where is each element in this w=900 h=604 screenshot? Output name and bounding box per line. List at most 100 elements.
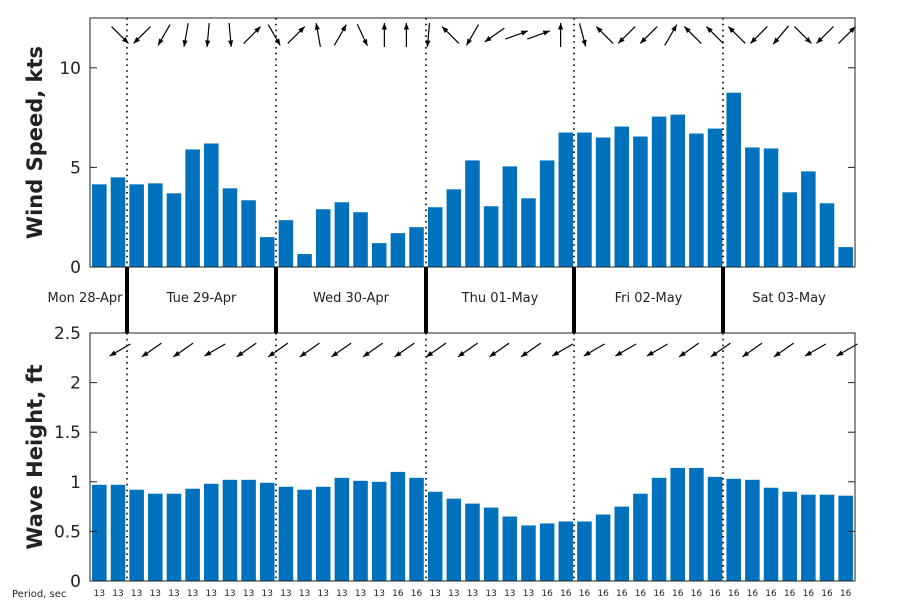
- wind-bar-25: [558, 132, 574, 267]
- wind-bar-34: [726, 92, 741, 267]
- period-value-16: 16: [392, 589, 404, 599]
- wave-bar-30: [651, 477, 667, 581]
- day-label-4: Fri 02-May: [615, 291, 683, 306]
- arrow-head: [204, 350, 212, 356]
- wind-direction-arrow-32: [816, 26, 834, 44]
- period-value-13: 13: [336, 589, 347, 599]
- wind-direction-arrow-21: [578, 23, 587, 47]
- period-value-3: 13: [150, 589, 161, 599]
- wave-ytick-label-2: 1: [70, 473, 81, 493]
- wave-ytick-label-3: 1.5: [54, 423, 81, 443]
- arrow-head: [583, 350, 591, 356]
- day-label-3: Thu 01-May: [461, 291, 539, 306]
- wave-direction-arrow-6: [299, 342, 320, 358]
- arrow-head: [558, 23, 564, 30]
- wave-bar-7: [222, 479, 238, 581]
- period-label: Period, sec: [12, 589, 66, 600]
- period-value-23: 13: [523, 589, 534, 599]
- period-value-5: 13: [187, 589, 198, 599]
- arrow-head: [403, 23, 409, 30]
- arrow-head: [205, 40, 211, 47]
- wind-direction-arrow-25: [664, 24, 678, 46]
- period-value-12: 13: [318, 589, 329, 599]
- wind-direction-arrow-16: [465, 24, 480, 46]
- wave-ytick-label-4: 2: [70, 374, 81, 394]
- wave-direction-arrow-17: [646, 343, 669, 357]
- arrow-head: [742, 351, 750, 357]
- arrow-head: [679, 351, 686, 357]
- arrow-head: [706, 26, 713, 33]
- wave-ytick-label-0: 0: [70, 572, 81, 592]
- wind-bar-18: [427, 207, 443, 267]
- wind-direction-arrow-14: [425, 22, 431, 48]
- arrow-head: [671, 24, 677, 32]
- wave-direction-arrow-14: [551, 343, 574, 357]
- wave-bar-1: [110, 484, 126, 581]
- wind-ytick-label-2: 10: [59, 59, 81, 79]
- wind-bar-8: [241, 200, 256, 267]
- period-value-32: 16: [691, 589, 703, 599]
- wave-bar-31: [670, 467, 686, 581]
- arrow-head: [804, 350, 812, 356]
- arrow-head: [298, 26, 305, 33]
- wind-bar-40: [838, 247, 853, 267]
- wave-direction-arrow-4: [236, 342, 257, 358]
- wind-bar-30: [651, 116, 667, 267]
- wave-bar-13: [334, 477, 350, 581]
- arrow-head: [426, 351, 434, 357]
- wind-direction-arrow-10: [333, 24, 347, 46]
- wave-direction-arrow-0: [109, 343, 131, 357]
- arrow-head: [141, 351, 149, 357]
- wave-direction-arrow-9: [394, 342, 415, 358]
- arrow-head: [268, 351, 276, 357]
- wave-ytick-label-5: 2.5: [54, 324, 81, 344]
- day-label-5: Sat 03-May: [752, 291, 826, 306]
- wave-bar-0: [92, 484, 107, 581]
- wind-bar-17: [409, 227, 424, 267]
- wave-ytick-label-1: 0.5: [54, 522, 81, 542]
- wind-bar-22: [502, 166, 518, 267]
- wave-bar-14: [353, 480, 368, 581]
- period-value-27: 16: [597, 589, 609, 599]
- arrow-head: [710, 351, 718, 357]
- wave-bar-10: [278, 486, 294, 581]
- period-value-24: 16: [541, 589, 553, 599]
- wind-direction-arrow-15: [441, 26, 460, 44]
- arrow-head: [521, 351, 528, 357]
- wave-bar-26: [577, 521, 592, 581]
- wind-bar-29: [633, 136, 648, 267]
- wind-direction-arrow-0: [111, 26, 129, 44]
- wind-direction-arrow-7: [267, 24, 281, 46]
- wind-direction-arrow-8: [287, 26, 306, 44]
- wave-bar-2: [129, 489, 144, 581]
- wave-direction-arrow-7: [331, 342, 352, 358]
- period-value-1: 13: [112, 589, 123, 599]
- wave-direction-arrow-12: [489, 342, 510, 358]
- arrow-head: [542, 30, 550, 36]
- wave-bar-5: [185, 488, 200, 581]
- arrow-head: [331, 351, 339, 357]
- wind-bar-20: [465, 160, 480, 267]
- period-value-8: 13: [243, 589, 254, 599]
- wave-bar-8: [241, 479, 256, 581]
- wave-direction-arrow-19: [710, 342, 731, 358]
- wave-bar-12: [315, 486, 331, 581]
- wave-direction-arrow-3: [204, 343, 226, 357]
- period-value-15: 13: [373, 589, 384, 599]
- period-value-31: 16: [672, 589, 684, 599]
- wind-direction-arrow-26: [683, 26, 702, 44]
- arrow-head: [466, 38, 472, 46]
- wind-direction-arrow-11: [356, 23, 368, 47]
- wave-bar-22: [502, 516, 518, 581]
- wave-bar-25: [558, 521, 574, 581]
- period-value-37: 16: [784, 589, 796, 599]
- wind-bar-15: [371, 243, 387, 267]
- wave-direction-arrow-15: [583, 343, 605, 357]
- arrow-head: [640, 37, 647, 44]
- wind-bar-2: [129, 184, 144, 267]
- wind-bar-1: [110, 177, 126, 267]
- wind-direction-arrow-9: [314, 23, 321, 47]
- arrow-head: [816, 37, 823, 44]
